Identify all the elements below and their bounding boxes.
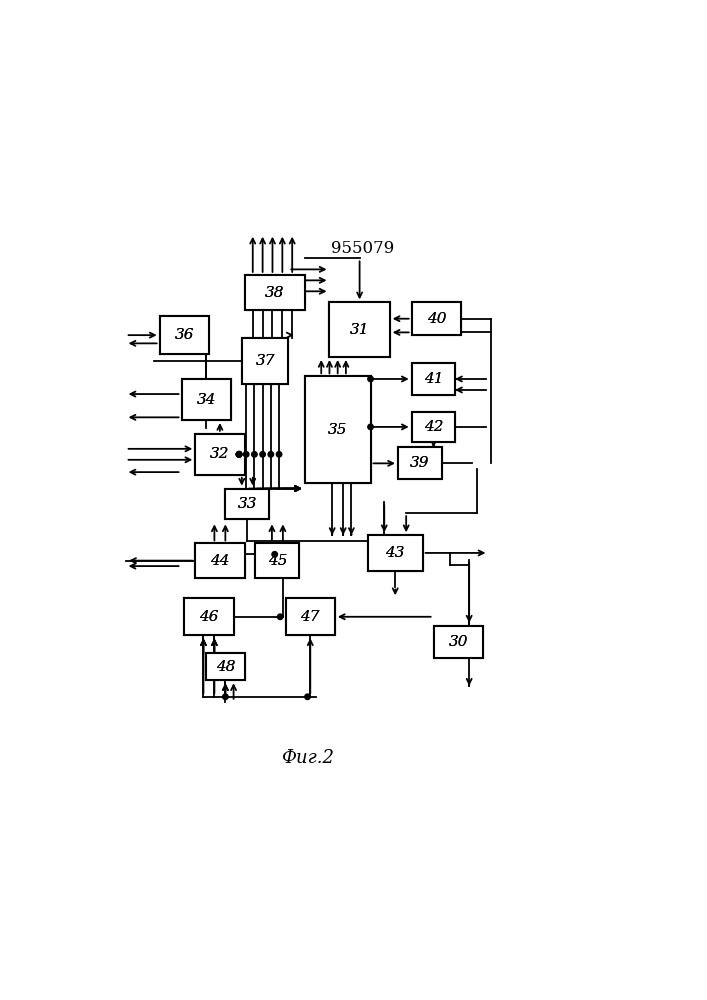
Circle shape — [305, 694, 310, 700]
Text: 36: 36 — [175, 328, 194, 342]
Bar — [195, 434, 245, 475]
Bar — [195, 543, 245, 578]
Bar — [411, 412, 455, 442]
Text: 41: 41 — [423, 372, 443, 386]
Bar — [185, 598, 233, 635]
Text: 35: 35 — [328, 423, 347, 437]
Text: 40: 40 — [426, 312, 446, 326]
Bar — [226, 489, 269, 519]
Bar — [245, 275, 305, 310]
Text: 39: 39 — [410, 456, 430, 470]
Text: 33: 33 — [238, 497, 257, 511]
Circle shape — [252, 452, 257, 457]
Bar — [411, 412, 455, 442]
Bar — [329, 302, 390, 357]
Text: 44: 44 — [210, 554, 230, 568]
Bar — [286, 598, 335, 635]
Circle shape — [277, 614, 283, 620]
Circle shape — [236, 452, 242, 457]
Text: 46: 46 — [199, 610, 218, 624]
Bar — [411, 302, 461, 335]
Circle shape — [368, 376, 373, 382]
Bar — [398, 447, 442, 479]
Bar — [182, 379, 231, 420]
Text: 46: 46 — [199, 610, 218, 624]
Circle shape — [236, 452, 242, 457]
Text: 955079: 955079 — [331, 240, 394, 257]
Bar — [226, 489, 269, 519]
Circle shape — [236, 452, 242, 457]
Bar — [182, 379, 231, 420]
Text: 38: 38 — [265, 286, 284, 300]
Bar — [195, 543, 245, 578]
Text: 41: 41 — [423, 372, 443, 386]
Text: 35: 35 — [328, 423, 347, 437]
Bar — [433, 626, 483, 658]
Text: 30: 30 — [448, 635, 468, 649]
Text: 37: 37 — [255, 354, 275, 368]
Bar — [411, 363, 455, 395]
Bar — [160, 316, 209, 354]
Bar — [329, 302, 390, 357]
Bar — [242, 338, 288, 384]
Text: 43: 43 — [385, 546, 405, 560]
Text: 30: 30 — [448, 635, 468, 649]
Circle shape — [268, 452, 274, 457]
Bar — [368, 535, 423, 571]
Circle shape — [236, 452, 242, 457]
Circle shape — [276, 452, 282, 457]
Circle shape — [272, 552, 277, 557]
Bar — [411, 302, 461, 335]
Bar — [305, 376, 370, 483]
Text: 48: 48 — [216, 660, 235, 674]
Text: 38: 38 — [265, 286, 284, 300]
Bar — [411, 363, 455, 395]
Text: 44: 44 — [210, 554, 230, 568]
Bar — [433, 626, 483, 658]
Text: Фиг.2: Фиг.2 — [281, 749, 334, 767]
Text: 32: 32 — [210, 447, 230, 461]
Circle shape — [243, 452, 249, 457]
Text: 47: 47 — [300, 610, 320, 624]
Bar — [255, 543, 299, 578]
Bar — [245, 275, 305, 310]
Circle shape — [223, 694, 228, 700]
Text: 39: 39 — [410, 456, 430, 470]
Bar — [255, 543, 299, 578]
Text: 31: 31 — [350, 323, 369, 337]
Text: 36: 36 — [175, 328, 194, 342]
Bar — [206, 653, 245, 680]
Text: 45: 45 — [268, 554, 287, 568]
Circle shape — [260, 452, 265, 457]
Text: 43: 43 — [385, 546, 405, 560]
Text: 34: 34 — [197, 393, 216, 407]
Bar — [160, 316, 209, 354]
Bar — [242, 338, 288, 384]
Circle shape — [236, 452, 242, 457]
Text: 45: 45 — [268, 554, 287, 568]
Text: 31: 31 — [350, 323, 369, 337]
Text: 48: 48 — [216, 660, 235, 674]
Bar — [398, 447, 442, 479]
Text: 47: 47 — [300, 610, 320, 624]
Text: 37: 37 — [255, 354, 275, 368]
Text: 33: 33 — [238, 497, 257, 511]
Bar — [185, 598, 233, 635]
Text: 32: 32 — [210, 447, 230, 461]
Bar — [286, 598, 335, 635]
Text: 40: 40 — [426, 312, 446, 326]
Text: 42: 42 — [423, 420, 443, 434]
Bar — [368, 535, 423, 571]
Bar — [305, 376, 370, 483]
Bar — [206, 653, 245, 680]
Bar — [195, 434, 245, 475]
Text: 42: 42 — [423, 420, 443, 434]
Circle shape — [368, 424, 373, 430]
Text: 34: 34 — [197, 393, 216, 407]
